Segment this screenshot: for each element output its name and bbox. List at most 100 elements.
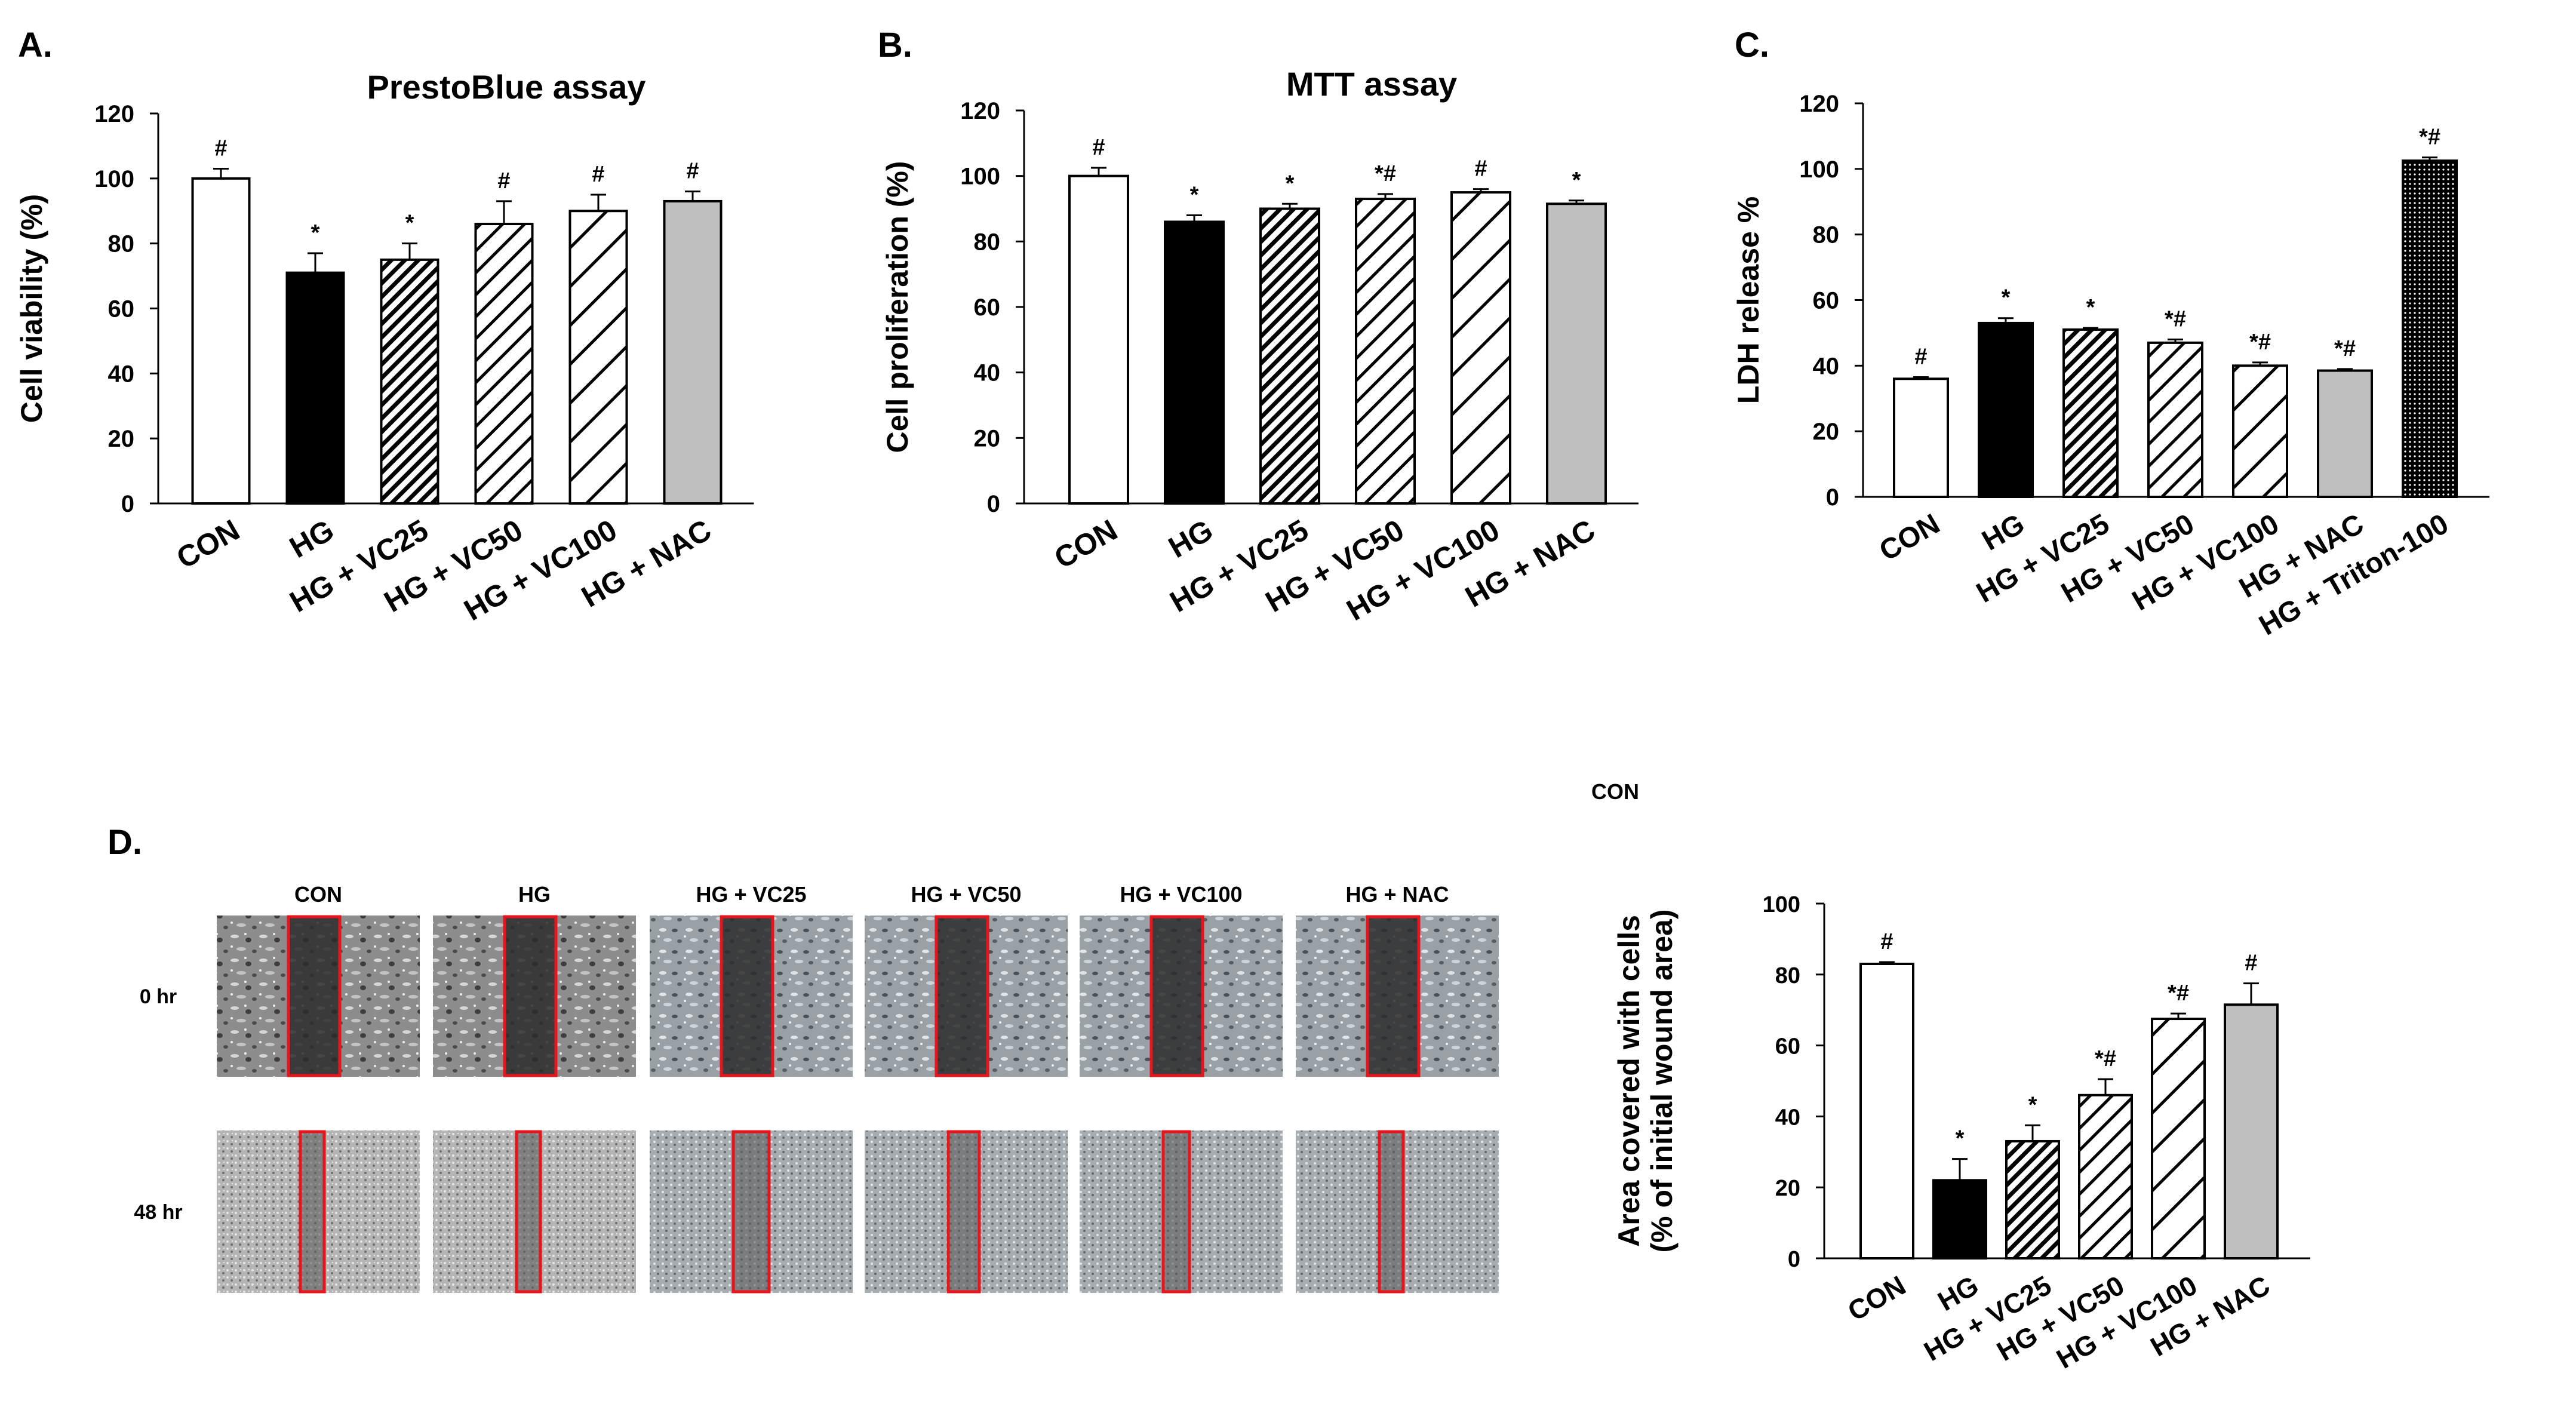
bar-5 <box>2232 364 2288 498</box>
y-tick-label: 80 <box>1813 222 1840 248</box>
category-label-1: CON <box>171 513 245 575</box>
bar-5 <box>568 210 628 505</box>
y-tick-label: 80 <box>108 231 135 257</box>
panel-label-b: B. <box>878 26 912 64</box>
y-tick-label: 60 <box>108 296 135 322</box>
y-tick-label: 40 <box>108 361 135 387</box>
y-tick-label: 100 <box>960 164 1000 190</box>
y-tick-label: 0 <box>1788 1247 1800 1272</box>
scratch-outline-box <box>299 1130 326 1294</box>
significance-mark-5: *# <box>2168 981 2189 1006</box>
wound-gap <box>1163 1131 1189 1293</box>
bar-6 <box>1546 202 1607 505</box>
category-label-1: CON <box>1874 508 1945 567</box>
wound-column-label-4: HG + VC50 <box>911 882 1021 907</box>
y-tick-label: 40 <box>1775 1105 1800 1130</box>
y-axis-label: Cell viability (%) <box>15 194 48 423</box>
panel-label-c: C. <box>1735 26 1769 64</box>
category-label-1: CON <box>1049 513 1123 575</box>
bar-5 <box>1450 191 1511 505</box>
chart-b: MTT assay 0 20 40 60 80 100 120 Cell proliferati… <box>881 65 1639 627</box>
bar-6 <box>2317 369 2373 499</box>
significance-mark-4: *# <box>1375 161 1396 186</box>
significance-mark-2: * <box>1956 1126 1965 1151</box>
wound-gap <box>948 1131 979 1293</box>
bar-7 <box>2402 159 2458 498</box>
wound-gap <box>1367 916 1419 1077</box>
bar-4 <box>474 223 534 505</box>
bar-3 <box>2062 328 2119 498</box>
significance-mark-3: * <box>2028 1092 2037 1117</box>
wound-column-label-5: HG + VC100 <box>1120 882 1242 907</box>
significance-mark-4: # <box>497 168 510 193</box>
significance-mark-6: *# <box>2334 336 2356 361</box>
scratch-outline-box <box>935 915 989 1077</box>
bar-1 <box>1068 174 1129 505</box>
wound-image-grid: CON HG HG + VC25 HG + VC50 HG + VC100 HG + NA… <box>134 882 1499 1294</box>
wound-column-label-2: HG <box>518 882 551 907</box>
significance-mark-5: # <box>592 162 604 187</box>
bar-3 <box>1259 207 1320 505</box>
y-axis-label: Area covered with cells <box>1612 915 1646 1247</box>
significance-mark-1: # <box>1092 135 1105 160</box>
scratch-outline-box <box>731 1130 771 1294</box>
significance-mark-5: *# <box>2249 330 2271 355</box>
y-tick-label: 20 <box>974 425 1001 451</box>
wound-row-label-1: 0 hr <box>140 985 177 1008</box>
stray-con-label: CON <box>1591 779 1639 804</box>
bar-6 <box>663 199 723 505</box>
y-tick-label: 80 <box>974 229 1001 255</box>
significance-mark-7: *# <box>2419 125 2440 150</box>
y-axis-label: Cell proliferation (%) <box>881 161 914 453</box>
scratch-outline-box <box>1149 915 1204 1077</box>
significance-mark-3: * <box>1286 171 1295 196</box>
wound-gap <box>936 916 988 1077</box>
y-tick-label: 20 <box>1775 1176 1800 1201</box>
bar-1 <box>1859 962 1914 1260</box>
wound-column-label-1: CON <box>294 882 342 907</box>
panel-label-a: A. <box>18 26 53 64</box>
bar-4 <box>2147 341 2203 498</box>
category-label-2: HG <box>284 513 340 564</box>
bar-3 <box>380 258 439 505</box>
y-tick-label: 0 <box>1826 484 1839 511</box>
y-tick-label: 120 <box>960 98 1000 124</box>
bar-2 <box>1978 321 2034 498</box>
scratch-outline-box <box>946 1130 981 1294</box>
significance-mark-6: * <box>1572 168 1581 193</box>
y-tick-label: 120 <box>94 101 134 127</box>
wound-gap <box>721 916 773 1077</box>
bar-3 <box>2005 1139 2060 1260</box>
y-tick-label: 0 <box>987 491 1000 517</box>
bar-4 <box>1355 198 1416 505</box>
wound-column-label-6: HG + NAC <box>1345 882 1449 907</box>
y-tick-label: 20 <box>1813 419 1840 445</box>
wound-gap <box>300 1131 324 1293</box>
bar-1 <box>1893 377 1949 498</box>
significance-mark-2: * <box>1190 182 1199 207</box>
y-tick-label: 0 <box>121 491 134 517</box>
y-tick-label: 120 <box>1799 91 1839 117</box>
wound-gap <box>1379 1131 1403 1293</box>
wound-row-label-2: 48 hr <box>134 1201 182 1224</box>
chart-title: PrestoBlue assay <box>367 68 646 106</box>
y-tick-label: 40 <box>974 360 1001 386</box>
bar-5 <box>2151 1018 2206 1260</box>
significance-mark-2: * <box>311 220 320 245</box>
category-label-1: CON <box>1842 1270 1911 1327</box>
y-tick-label: 40 <box>1813 353 1840 379</box>
scratch-outline-box <box>287 915 342 1077</box>
y-axis-label-secondary: (% of initial wound area) <box>1645 909 1679 1252</box>
significance-mark-1: # <box>214 136 227 161</box>
bar-2 <box>285 271 345 505</box>
scratch-outline-box <box>503 915 558 1077</box>
significance-mark-4: *# <box>2165 306 2186 331</box>
bar-4 <box>2078 1093 2133 1260</box>
bar-2 <box>1932 1179 1987 1260</box>
category-label-2: HG <box>1977 508 2030 557</box>
bar-6 <box>2224 1003 2279 1260</box>
scratch-outline-box <box>720 915 774 1077</box>
significance-mark-2: * <box>2002 285 2011 311</box>
scratch-outline-box <box>1366 915 1421 1077</box>
